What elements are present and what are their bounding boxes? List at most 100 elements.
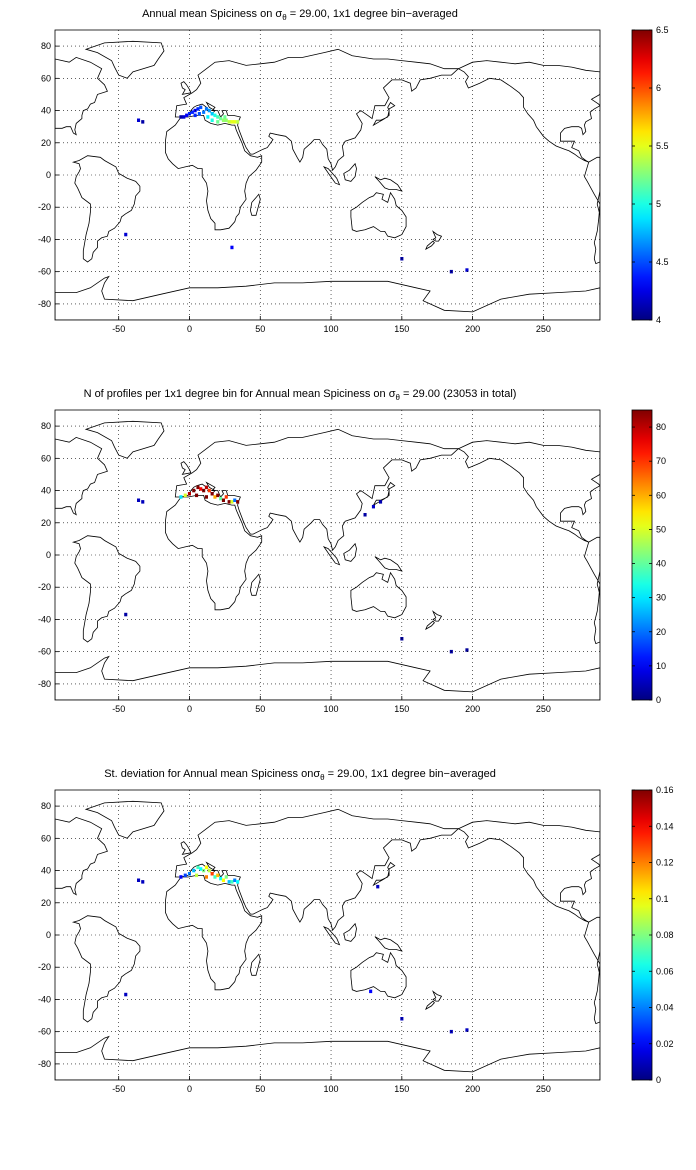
data-cell [465,1028,469,1032]
y-tick-label: 80 [41,41,51,51]
x-tick-label: 250 [536,704,551,714]
colorbar-tick-label: 70 [656,456,666,466]
coastline [71,155,141,263]
coastline [55,816,108,896]
data-cell [230,245,234,250]
title-subscript: θ [282,13,287,22]
y-tick-label: -60 [38,1027,51,1037]
data-cell [196,485,200,490]
title-text: N of profiles per 1x1 degree bin for Ann… [83,388,396,400]
colorbar-tick-label: 0.06 [656,966,674,976]
data-cell [227,120,231,124]
data-cell [224,875,228,879]
colorbar-tick-label: 20 [656,627,666,637]
data-cell [216,493,220,498]
coastline [350,571,407,619]
coastline [55,56,108,136]
x-tick-label: 200 [465,324,480,334]
data-cell [224,118,228,122]
y-tick-label: 0 [46,170,51,180]
coastline [84,800,165,839]
data-cell [371,504,375,509]
x-tick-label: 250 [536,324,551,334]
coastline [432,230,443,242]
coastline [432,610,443,622]
data-cell [204,485,208,490]
y-tick-label: -60 [38,267,51,277]
data-cells [124,105,469,274]
data-cell [193,113,197,118]
x-tick-label: 50 [255,324,265,334]
colorbar-tick-label: 10 [656,661,666,671]
coastline [249,193,261,216]
y-tick-label: 80 [41,801,51,811]
title-suffix: = 29.00, 1x1 degree bin−averaged [286,8,458,20]
data-cell [233,878,237,882]
x-tick-label: 0 [187,1084,192,1094]
coastline [71,915,141,1023]
data-cells [124,865,469,1034]
y-tick-label: -40 [38,614,51,624]
coastlines [55,40,600,320]
data-cell [199,867,203,871]
title-suffix: = 29.00, 1x1 degree bin−averaged [324,768,496,780]
x-tick-label: 50 [255,1084,265,1094]
colorbar-tick-label: 0.14 [656,821,674,831]
data-cell [221,498,225,502]
panel-title: Annual mean Spiciness on σθ = 29.00, 1x1… [0,8,600,22]
y-tick-label: 20 [41,138,51,148]
data-cell [187,112,191,116]
coastline [165,495,263,611]
data-cell [230,500,234,504]
data-cell [124,992,128,997]
y-tick-label: 40 [41,486,51,496]
y-tick-label: 40 [41,866,51,876]
coastline [583,916,600,1025]
grid [55,790,600,1080]
data-cell [183,493,187,498]
y-tick-label: -20 [38,582,51,592]
data-cell [204,107,208,111]
data-cell [230,880,234,884]
coastline [343,922,357,942]
data-cell [210,872,214,876]
colorbar-tick-label: 50 [656,524,666,534]
x-tick-label: 0 [187,324,192,334]
coastline [174,48,460,172]
data-cell [207,488,211,493]
x-tick-label: 150 [394,324,409,334]
colorbar-tick-label: 6 [656,83,661,93]
coastline [322,926,341,946]
y-tick-label: -40 [38,234,51,244]
colorbar [631,29,653,321]
data-cell [204,865,208,870]
y-tick-label: -80 [38,1059,51,1069]
coastline [425,620,435,631]
colorbar-tick-label: 60 [656,490,666,500]
data-cell [179,875,183,879]
data-cell [223,115,227,119]
coastline [374,176,403,192]
coastline [55,275,600,320]
coastline [84,40,165,79]
data-cell [192,488,196,493]
colorbar-tick-label: 5.5 [656,141,669,151]
x-tick-label: 100 [324,704,339,714]
title-suffix: = 29.00 (23053 in total) [399,388,517,400]
data-cell [236,880,240,884]
data-cell [124,232,128,237]
data-cell [207,108,211,113]
data-cell [141,880,145,884]
data-cell [195,493,199,498]
x-tick-label: 200 [465,1084,480,1094]
data-cell [185,113,189,118]
data-cell [179,495,183,499]
data-cell [141,120,145,124]
coastline [457,820,600,923]
x-tick-label: 200 [465,704,480,714]
data-cell [197,112,201,116]
title-subscript: θ [320,773,325,782]
data-cell [213,495,217,499]
colorbar-tick-label: 5 [656,199,661,209]
coastline [322,546,341,566]
